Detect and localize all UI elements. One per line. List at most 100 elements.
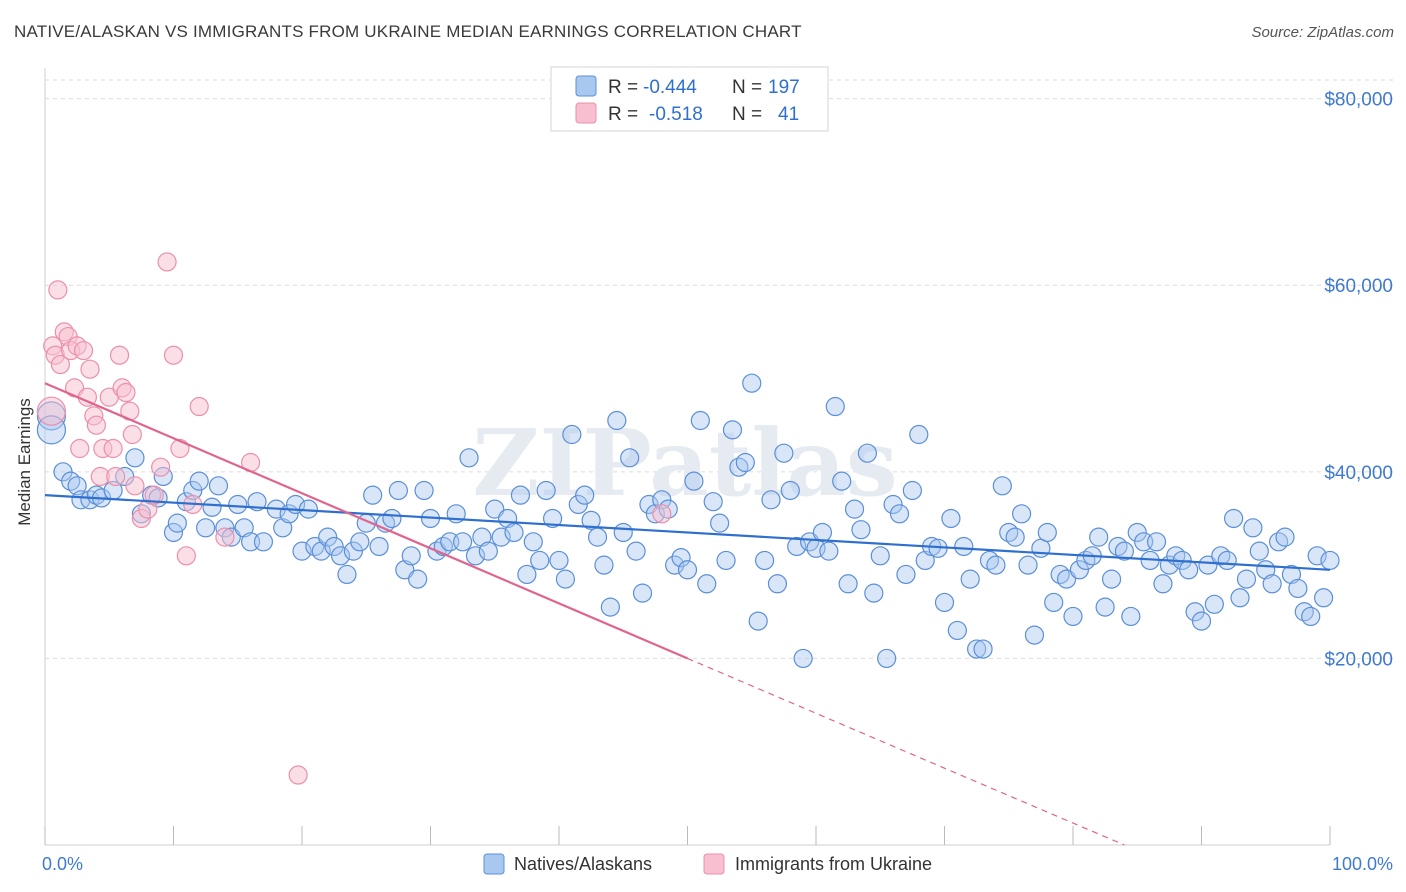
data-point-ukraine [151,457,171,477]
data-point-ukraine [109,345,130,365]
data-point-natives [1275,527,1295,547]
data-point-natives [196,518,216,538]
data-point-natives [530,550,550,571]
trend-line-natives [44,494,1331,571]
data-point-natives [844,499,865,519]
legend-n-label: N = [732,77,762,98]
data-point-natives [742,373,762,393]
data-point-natives [1101,569,1122,589]
data-point-natives [613,522,633,543]
data-point-natives [915,550,935,571]
data-point-ukraine [157,252,177,272]
y-tick-label: $80,000 [1324,90,1393,111]
data-point-ukraine [288,765,308,785]
data-point-natives [877,648,897,669]
bottom-legend: Natives/Alaskans Immigrants from Ukraine [483,853,932,875]
data-point-natives [838,574,858,594]
data-point-natives [1204,594,1224,614]
data-point-natives [780,480,800,501]
data-point-natives [453,532,473,552]
data-point-natives [754,550,775,571]
data-point-natives [536,480,556,501]
data-point-natives [292,541,312,561]
legend-r-label: R = [608,77,638,98]
legend-n-label: N = [732,104,762,125]
data-point-natives [542,508,563,529]
data-point-natives [787,536,807,557]
data-point-natives [478,541,498,561]
data-point-natives [774,443,794,463]
data-point-natives [896,564,916,585]
data-point-natives [793,648,813,669]
data-point-ukraine [163,345,184,365]
data-point-natives [1281,564,1302,585]
data-point-natives [350,532,370,552]
data-point-natives [1056,569,1077,589]
data-point-natives [864,583,884,603]
data-point-natives [253,532,274,552]
legend-n-value: 41 [778,104,799,125]
data-point-natives [825,396,845,417]
data-point-natives [491,527,511,547]
data-point-natives [819,541,839,561]
data-point-ukraine [652,504,672,524]
data-point-ukraine [70,438,90,459]
data-point-natives [562,424,582,445]
top-legend: R = -0.444 N = 197 R = -0.518 N = 41 [550,66,829,132]
data-point-natives [1063,606,1083,627]
data-point-natives [167,513,187,533]
data-point-natives [523,532,543,552]
data-point-natives [189,471,209,491]
data-point-natives [1146,532,1167,552]
series-natives-points [36,373,1340,669]
data-point-natives [568,494,588,515]
bottom-legend-natives: Natives/Alaskans [514,854,652,874]
data-point-natives [382,508,402,529]
data-point-natives [1198,555,1218,575]
data-point-natives [1095,597,1115,617]
source-label: Source: ZipAtlas.com [1251,24,1394,41]
data-point-natives [485,499,505,519]
watermark: ZIPatlas [472,409,897,517]
data-point-natives [767,574,788,594]
data-point-natives [1179,560,1199,580]
data-point-natives [459,448,479,468]
data-point-ukraine [170,438,190,459]
data-point-ukraine [144,485,164,505]
data-point-natives [1011,504,1032,524]
data-point-natives [941,508,961,529]
data-point-ukraine [125,476,145,496]
data-point-natives [125,448,145,468]
data-point-ukraine [48,280,68,300]
data-point-natives [934,592,955,613]
data-point-natives [311,541,331,561]
data-point-natives [330,546,351,566]
data-point-natives [889,504,910,524]
data-point-natives [909,424,929,445]
legend-r-value: -0.518 [649,104,703,125]
data-point-natives [665,555,685,575]
data-point-natives [465,546,486,566]
data-point-natives [1127,522,1147,543]
data-point-natives [947,620,967,641]
data-point-natives [632,583,653,603]
data-point-natives [607,410,627,431]
data-point-natives [510,485,531,505]
data-point-natives [1301,606,1321,627]
data-point-natives [710,513,730,533]
data-point-natives [748,611,768,631]
data-point-natives [1249,541,1269,561]
data-point-ukraine [176,546,196,566]
data-point-natives [1191,611,1212,631]
data-point-ukraine [73,340,94,361]
y-tick-labels: $20,000 $40,000 $60,000 $80,000 [1324,90,1393,671]
data-point-natives [549,550,569,571]
data-point-natives [472,527,492,547]
series-ukraine-points [36,252,672,785]
data-point-natives [594,555,614,575]
data-point-natives [343,541,363,561]
data-point-natives [337,564,357,585]
data-point-natives [671,548,691,568]
legend-r-label: R = [608,104,638,125]
